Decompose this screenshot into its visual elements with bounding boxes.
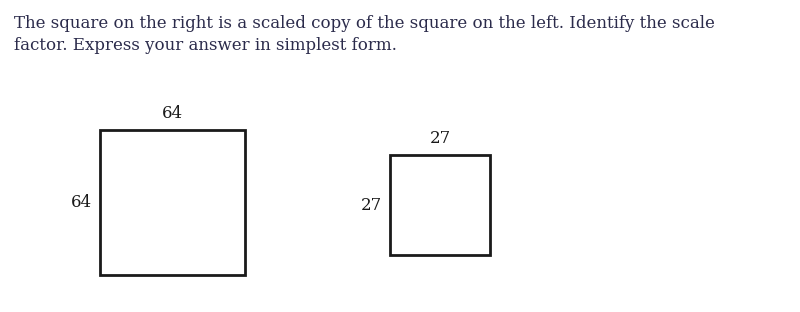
Text: 27: 27 (430, 130, 450, 147)
Bar (100, 130, 245, 275)
Text: The square on the right is a scaled copy of the square on the left. Identify the: The square on the right is a scaled copy… (14, 15, 715, 32)
Text: 64: 64 (162, 105, 183, 122)
Text: factor. Express your answer in simplest form.: factor. Express your answer in simplest … (14, 37, 397, 54)
Text: 64: 64 (71, 194, 92, 211)
Bar (390, 155, 490, 255)
Text: 27: 27 (361, 197, 382, 213)
